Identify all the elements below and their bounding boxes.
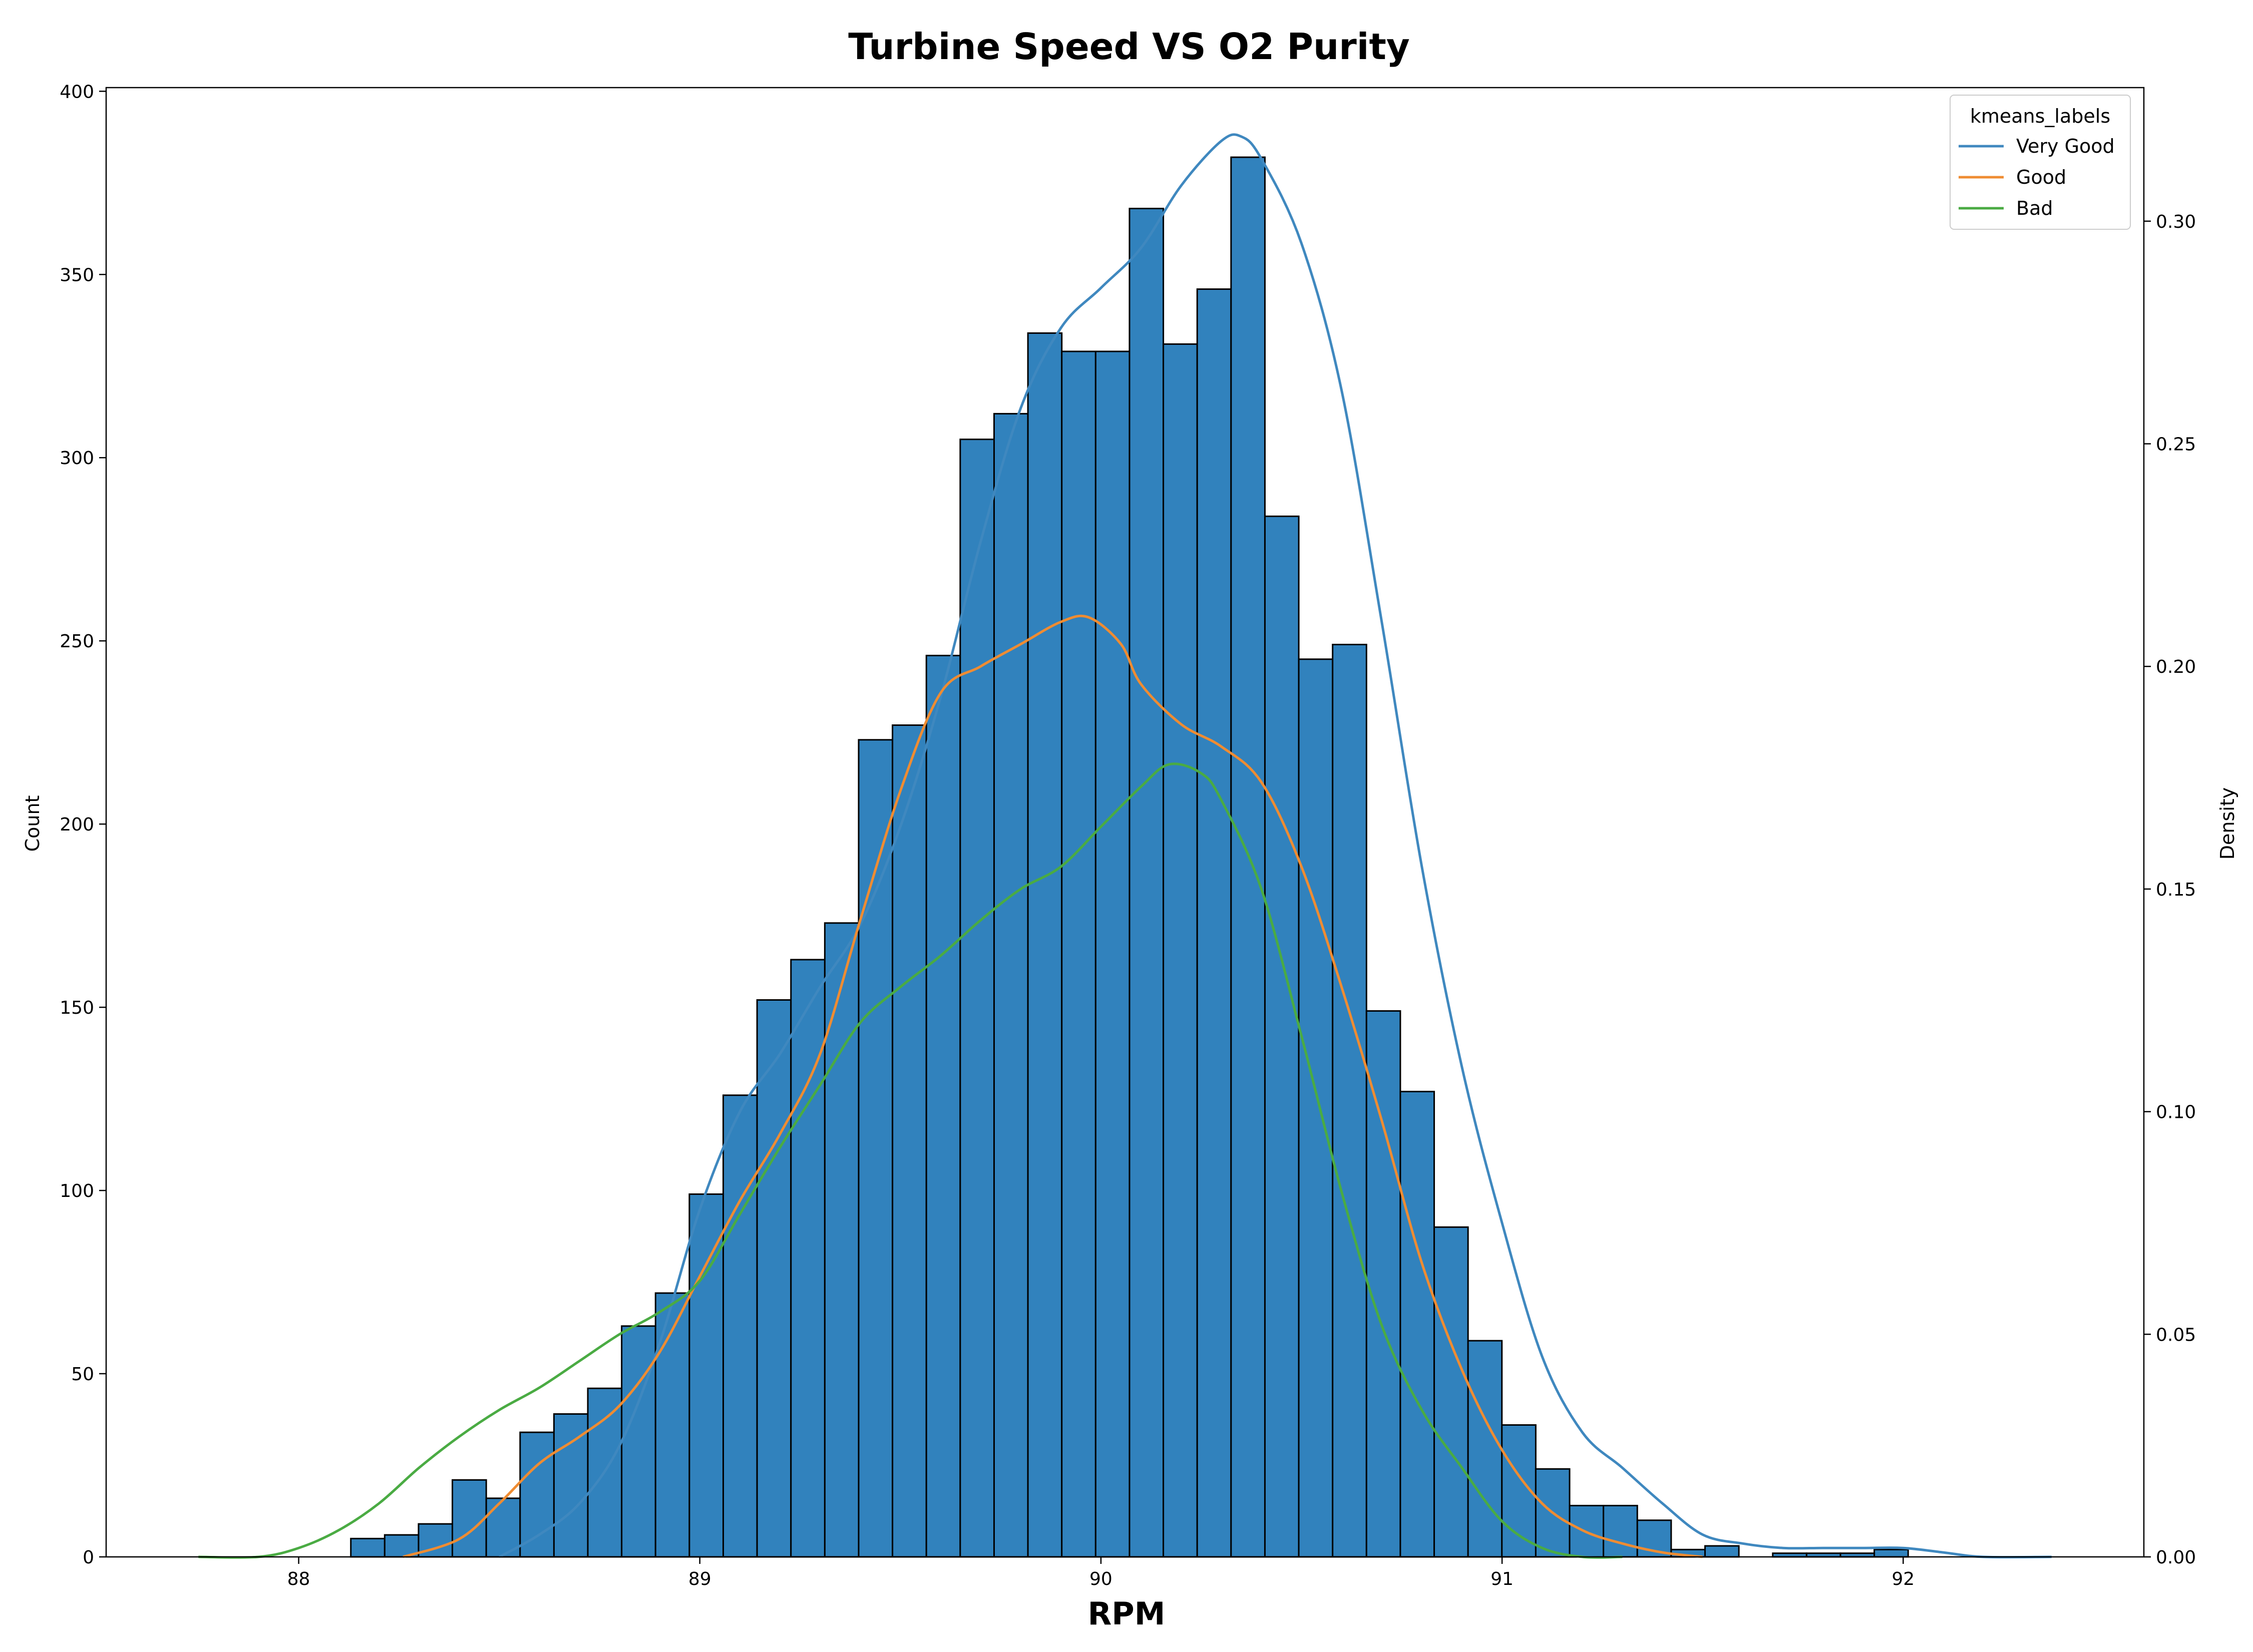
histogram-bar — [452, 1479, 487, 1558]
histogram-bar — [756, 999, 792, 1558]
x-tick-label: 92 — [1892, 1569, 1915, 1589]
y-tick-label: 150 — [60, 998, 94, 1018]
kde-line-very-good — [498, 133, 2052, 1559]
y-axis-label: Count — [22, 795, 44, 852]
density-curves — [198, 133, 2052, 1559]
histogram-bar — [892, 724, 927, 1558]
y-tick-label: 100 — [60, 1181, 94, 1201]
histogram-bar — [993, 412, 1029, 1558]
legend-entry: Very Good — [2016, 135, 2115, 157]
histogram-bar — [350, 1537, 386, 1558]
histogram-bar — [654, 1292, 690, 1558]
histogram-bar — [858, 739, 894, 1558]
y2-tick-label: 0.30 — [2156, 212, 2196, 232]
y-tick-label: 250 — [60, 631, 94, 652]
x-tick-label: 89 — [688, 1569, 711, 1589]
chart-title: Turbine Speed VS O2 Purity — [848, 26, 1410, 68]
histogram-bar — [1603, 1505, 1638, 1558]
x-tick-label: 88 — [287, 1569, 310, 1589]
y-tick-label: 400 — [60, 82, 94, 102]
histogram-bar — [790, 959, 826, 1558]
histogram-bar — [688, 1193, 724, 1558]
y-tick-label: 300 — [60, 448, 94, 469]
y-tick-label: 200 — [60, 814, 94, 835]
histogram-bar — [1196, 288, 1232, 1558]
legend-box — [1950, 95, 2131, 230]
y2-tick-label: 0.00 — [2156, 1547, 2196, 1568]
x-tick-label: 91 — [1490, 1569, 1514, 1589]
legend-entry: Good — [2016, 166, 2066, 188]
histogram-bar — [1129, 208, 1165, 1558]
y2-tick-label: 0.20 — [2156, 657, 2196, 677]
y-axis-right: 0.00 0.05 0.10 0.15 0.20 0.25 0.30 — [2144, 212, 2196, 1568]
histogram-bar — [1298, 658, 1334, 1558]
y-tick-label: 50 — [71, 1364, 94, 1385]
legend: kmeans_labels Very Good Good Bad — [1950, 95, 2131, 230]
histogram-bar — [1399, 1090, 1435, 1558]
y2-tick-label: 0.10 — [2156, 1102, 2196, 1123]
histogram-bar — [1163, 343, 1198, 1558]
y-tick-label: 0 — [83, 1547, 94, 1568]
legend-title: kmeans_labels — [1970, 105, 2110, 127]
histogram-bar — [1433, 1226, 1469, 1558]
histogram-bar — [1264, 515, 1300, 1558]
histogram-bar — [959, 439, 995, 1558]
x-axis-label: RPM — [1088, 1595, 1166, 1632]
histogram-bars — [350, 156, 1909, 1558]
histogram-bar — [1873, 1548, 1909, 1558]
histogram-bar — [1027, 332, 1063, 1558]
kde-line-good — [403, 614, 1703, 1558]
histogram-bar — [1061, 350, 1096, 1558]
histogram-bar — [1467, 1340, 1503, 1558]
plot-area-frame — [105, 87, 2145, 1558]
legend-entry: Bad — [2016, 197, 2053, 219]
histogram-bar — [621, 1325, 656, 1558]
x-tick-label: 90 — [1089, 1569, 1112, 1589]
histogram-bar — [722, 1094, 758, 1558]
histogram-bar — [1365, 1010, 1401, 1558]
y2-axis-label: Density — [2216, 787, 2238, 860]
y-axis-left: 0 50 100 150 200 250 300 350 400 — [60, 82, 106, 1568]
x-axis: 88 89 90 91 92 — [287, 1557, 1915, 1589]
histogram-bar — [519, 1431, 555, 1558]
histogram-bar — [1332, 644, 1367, 1558]
histogram-bar — [925, 654, 961, 1558]
y-tick-label: 350 — [60, 265, 94, 285]
histogram-bar — [1094, 350, 1131, 1558]
y2-tick-label: 0.25 — [2156, 435, 2196, 455]
y2-tick-label: 0.05 — [2156, 1325, 2196, 1345]
histogram-bar — [824, 922, 860, 1558]
histogram-bar — [1704, 1545, 1740, 1558]
kde-line-bad — [198, 762, 1623, 1559]
y2-tick-label: 0.15 — [2156, 880, 2196, 900]
